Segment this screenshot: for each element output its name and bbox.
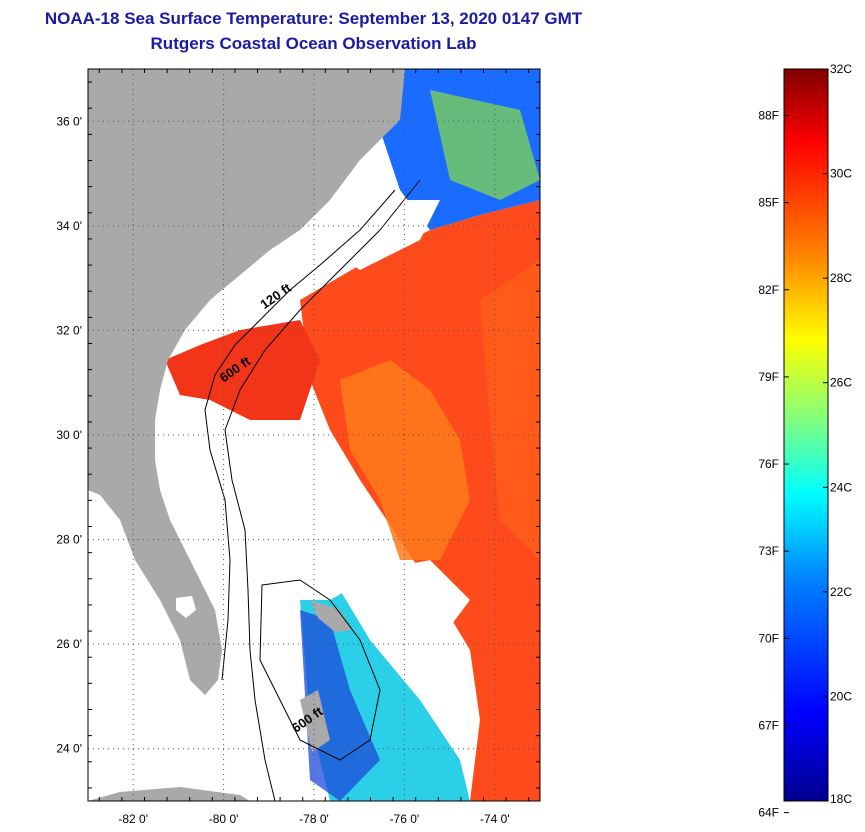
lon-tick-label: -74 0'	[480, 812, 510, 826]
map-title: NOAA-18 Sea Surface Temperature: Septemb…	[44, 9, 583, 28]
cloud-patch-3	[380, 560, 470, 640]
lake-okeechobee	[176, 596, 196, 618]
celsius-label: 24C	[830, 480, 852, 494]
celsius-label: 22C	[830, 585, 852, 599]
lat-tick-label: 34 0'	[56, 219, 82, 233]
cloud-patch-2	[200, 430, 400, 600]
lat-tick-label: 36 0'	[56, 114, 82, 128]
contour-600ft	[224, 179, 421, 801]
celsius-label: 28C	[830, 271, 852, 285]
fahrenheit-label: 82F	[758, 283, 779, 297]
map-subtitle: Rutgers Coastal Ocean Observation Lab	[150, 34, 477, 53]
map-axis-ticks	[88, 69, 540, 801]
fahrenheit-label: 85F	[758, 196, 779, 210]
bahamas-blue-water	[300, 610, 380, 801]
celsius-label: 26C	[830, 376, 852, 390]
fahrenheit-label: 76F	[758, 457, 779, 471]
shelf-warm-water	[165, 320, 320, 420]
cuba-land	[88, 787, 250, 801]
fahrenheit-label: 79F	[758, 370, 779, 384]
contour-120ft	[204, 189, 396, 681]
colorbar	[783, 68, 829, 802]
contour-bahamas	[259, 579, 381, 761]
lat-tick-label: 30 0'	[56, 428, 82, 442]
celsius-label: 20C	[830, 689, 852, 703]
fahrenheit-label: 88F	[758, 108, 779, 122]
fahrenheit-label: 67F	[758, 718, 779, 732]
map-frame	[87, 68, 541, 802]
fahrenheit-label: 73F	[758, 544, 779, 558]
lon-tick-label: -80 0'	[209, 812, 239, 826]
lon-tick-label: -78 0'	[299, 812, 329, 826]
warm-patch-orange	[340, 360, 470, 560]
florida-west-white	[88, 490, 210, 700]
lat-tick-label: 24 0'	[56, 742, 82, 756]
celsius-label: 30C	[830, 167, 852, 181]
lon-tick-label: -82 0'	[118, 812, 148, 826]
lat-tick-label: 28 0'	[56, 533, 82, 547]
lon-tick-label: -76 0'	[390, 812, 420, 826]
fahrenheit-label: 64F	[758, 806, 779, 820]
graticule	[88, 69, 540, 801]
us-east-coast-land	[88, 69, 405, 695]
celsius-label: 18C	[830, 792, 852, 806]
fahrenheit-label: 70F	[758, 631, 779, 645]
celsius-label: 32C	[830, 62, 852, 76]
lat-tick-label: 32 0'	[56, 323, 82, 337]
bahamas-land	[300, 600, 352, 752]
lat-tick-label: 26 0'	[56, 637, 82, 651]
colorbar-labels: 32C 30C 28C 26C 24C 22C 20C 18C 88F 85F 82F 79F 76F 7…	[758, 62, 852, 820]
north-green-water	[430, 90, 540, 200]
